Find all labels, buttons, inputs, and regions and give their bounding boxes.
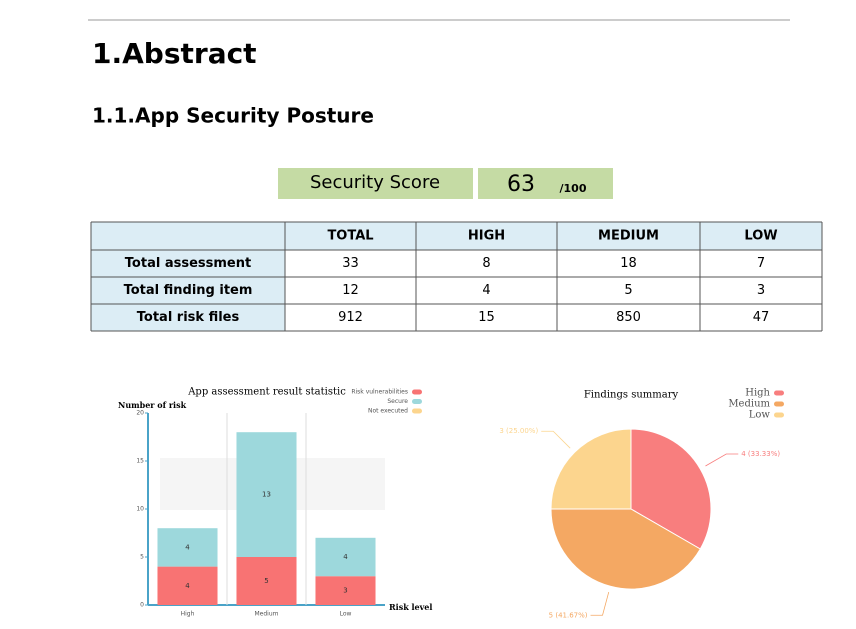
bar-segment [236, 557, 297, 605]
row-label: Total assessment [125, 256, 251, 271]
legend-label: Not executed [368, 408, 408, 415]
subheading: 1.1.App Security Posture [92, 104, 374, 128]
y-tick-label: 20 [136, 410, 144, 417]
score-value-box [478, 168, 613, 199]
legend-label: High [745, 388, 770, 399]
x-tick-label: High [181, 611, 195, 618]
column-header: HIGH [468, 229, 505, 244]
y-tick-label: 10 [136, 506, 144, 513]
bar-segment [236, 432, 297, 557]
table-cell: 12 [342, 283, 359, 298]
legend-swatch [412, 399, 422, 404]
table-cell: 47 [753, 310, 770, 325]
y-axis-title: Number of risk [118, 400, 187, 410]
x-tick-label: Low [340, 611, 352, 618]
data-label: 4 [343, 553, 348, 561]
data-label: 3 [343, 587, 347, 595]
y-tick-label: 5 [140, 554, 144, 561]
score-label-box [278, 168, 473, 199]
legend-swatch [412, 408, 422, 414]
slice-label: 4 (33.33%) [741, 450, 780, 458]
legend-swatch [774, 401, 784, 407]
heading: 1.Abstract [92, 37, 257, 70]
legend-swatch [412, 389, 422, 395]
table-cell: 7 [757, 256, 765, 271]
legend-label: Risk vulnerabilities [351, 389, 408, 396]
pie-slice [550, 428, 632, 510]
leader-line [705, 453, 739, 467]
bar-segment [315, 576, 376, 605]
column-header: TOTAL [327, 229, 373, 244]
bar-segment [315, 537, 376, 577]
row-label-bg [91, 304, 285, 331]
table-cell: 8 [482, 256, 490, 271]
leader-line [541, 430, 571, 449]
table-cell: 5 [624, 283, 632, 298]
y-tick-label: 15 [136, 458, 144, 465]
y-tick-label: 0 [140, 602, 144, 609]
bar-segment [157, 566, 218, 605]
table-cell: 15 [478, 310, 495, 325]
legend-swatch [774, 390, 784, 396]
row-label-bg [91, 250, 285, 277]
row-label-bg [91, 277, 285, 304]
data-label: 5 [264, 577, 268, 585]
score-label: Security Score [310, 172, 440, 193]
score-max: /100 [560, 182, 587, 195]
row-label: Total finding item [124, 283, 253, 298]
table-cell: 850 [616, 310, 641, 325]
data-label: 4 [185, 543, 190, 551]
slice-label: 3 (25.00%) [499, 427, 538, 435]
x-tick-label: Medium [255, 611, 279, 618]
pie-slice [630, 428, 712, 550]
table-cell: 4 [482, 283, 490, 298]
legend-swatch [774, 412, 784, 418]
column-header: MEDIUM [598, 229, 659, 244]
pie-slice [550, 508, 701, 590]
leader-line [590, 591, 610, 616]
column-header: LOW [744, 229, 777, 244]
table-cell: 912 [338, 310, 363, 325]
score-value: 63 [507, 172, 535, 197]
legend-label: Low [749, 410, 771, 421]
legend-label: Secure [387, 398, 408, 405]
table-header-bg [91, 222, 822, 250]
table-cell: 3 [757, 283, 765, 298]
data-label: 13 [262, 491, 271, 499]
slice-label: 5 (41.67%) [549, 611, 588, 619]
data-label: 4 [185, 582, 190, 590]
row-label: Total risk files [137, 310, 240, 325]
x-axis-title: Risk level [389, 602, 432, 612]
chart-title: Findings summary [584, 390, 679, 401]
table-cell: 33 [342, 256, 359, 271]
legend-label: Medium [728, 399, 770, 410]
bar-segment [157, 528, 218, 567]
chart-title: App assessment result statistic [187, 387, 346, 398]
table-cell: 18 [620, 256, 637, 271]
